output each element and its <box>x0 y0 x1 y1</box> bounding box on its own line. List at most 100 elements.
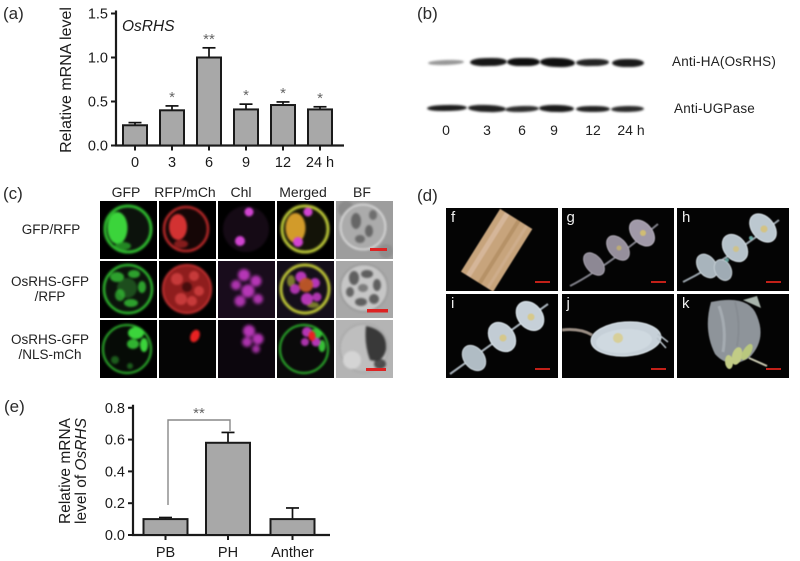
antibody-label-ugpase: Anti-UGPase <box>674 101 755 116</box>
tissue-image-h: h <box>677 208 789 291</box>
svg-text:0.5: 0.5 <box>88 95 108 111</box>
blot-band <box>467 103 507 112</box>
scale-bar <box>766 280 781 283</box>
row-label-line: OsRHS-GFP <box>10 274 89 289</box>
antibody-label-ha: Anti-HA(OsRHS) <box>672 54 777 69</box>
panel-c-label: (c) <box>3 184 23 203</box>
svg-text:1.0: 1.0 <box>88 51 108 67</box>
column-header-chl: Chl <box>230 184 252 200</box>
micrograph-rfp-r1 <box>159 201 216 259</box>
scale-bar <box>367 308 388 312</box>
micrograph-rfp-r2 <box>159 260 216 318</box>
blot-lane-label: 3 <box>483 122 491 138</box>
blot-band <box>576 105 610 112</box>
svg-text:12: 12 <box>275 155 291 171</box>
row-label-osrhs-gfp-rfp: OsRHS-GFP /RFP <box>2 274 98 304</box>
scale-bar <box>366 368 386 371</box>
scale-bar <box>650 367 666 370</box>
scale-bar <box>370 248 387 251</box>
mrna-time-course-chart: 0.0 0.5 1.0 1.5 0 3 * 6 ** 9 * 12 * 24 h * OsRHS Relativ… <box>58 7 344 171</box>
image-letter: h <box>682 209 691 226</box>
blot-band <box>610 105 645 112</box>
tissue-image-j: j <box>561 294 674 378</box>
image-letter: i <box>451 295 455 312</box>
blot-band <box>507 57 540 66</box>
blot-band <box>539 56 576 68</box>
svg-text:**: ** <box>193 405 205 422</box>
svg-text:PB: PB <box>156 545 175 561</box>
blot-band <box>427 59 465 66</box>
scale-bar <box>535 280 550 283</box>
micrograph-chl-r3 <box>218 320 275 378</box>
micrograph-gfp-r2 <box>100 260 157 318</box>
blot-band <box>612 59 644 67</box>
micrograph-bf-r1 <box>336 201 393 259</box>
svg-text:**: ** <box>203 31 215 48</box>
blot-band <box>469 57 508 67</box>
micrograph-merged-r1 <box>277 201 334 259</box>
svg-text:*: * <box>169 89 175 106</box>
svg-text:PH: PH <box>218 545 238 561</box>
svg-text:Relative mRNA: Relative mRNA <box>57 417 74 524</box>
row-label-line: GFP/RFP <box>21 222 81 237</box>
blot-band <box>426 104 468 111</box>
blot-lane-label: 12 <box>585 122 601 138</box>
svg-text:0.4: 0.4 <box>105 464 125 480</box>
svg-text:0.6: 0.6 <box>105 433 125 449</box>
svg-text:9: 9 <box>242 155 250 171</box>
micrograph-gfp-r1 <box>100 201 157 259</box>
svg-text:0.0: 0.0 <box>88 139 108 155</box>
micrograph-merged-r3 <box>277 320 334 378</box>
row-label-gfp-rfp: GFP/RFP <box>5 222 97 237</box>
panel-d-label: (d) <box>417 186 438 205</box>
svg-text:*: * <box>317 90 323 107</box>
svg-text:*: * <box>243 87 249 104</box>
panel-e-label: (e) <box>4 397 25 416</box>
svg-text:Relative mRNA level: Relative mRNA level <box>58 7 75 153</box>
svg-text:6: 6 <box>205 155 213 171</box>
panel-b-label: (b) <box>417 4 438 23</box>
svg-text:*: * <box>280 85 286 102</box>
row-label-line: /NLS-mCh <box>18 347 82 362</box>
column-header-merged: Merged <box>279 184 327 200</box>
panel-a-label: (a) <box>3 4 24 23</box>
svg-text:0: 0 <box>131 155 139 171</box>
svg-text:3: 3 <box>168 155 176 171</box>
svg-text:0.2: 0.2 <box>105 496 125 512</box>
image-letter: f <box>451 209 456 226</box>
blot-band <box>504 105 540 113</box>
micrograph-bf-r2 <box>336 260 393 318</box>
blot-band <box>575 58 610 67</box>
blot-lane-label: 0 <box>442 122 450 138</box>
svg-text:24 h: 24 h <box>306 155 334 171</box>
svg-text:level of OsRHS: level of OsRHS <box>73 417 90 524</box>
svg-text:0.8: 0.8 <box>105 401 125 417</box>
micrograph-gfp-r3 <box>100 320 157 378</box>
blot-lane-label: 6 <box>518 122 526 138</box>
svg-text:Anther: Anther <box>271 545 314 561</box>
tissue-image-i: i <box>446 294 558 378</box>
column-header-gfp: GFP <box>111 184 141 200</box>
scale-bar <box>766 367 781 370</box>
blot-band <box>538 104 575 112</box>
tissue-image-f: f <box>446 208 558 291</box>
column-header-rfp-mch: RFP/mCh <box>154 184 216 200</box>
row-label-line: /RFP <box>34 289 66 304</box>
blot-lane-label: 9 <box>550 122 558 138</box>
blot-lane-label: 24 h <box>617 122 645 138</box>
svg-text:OsRHS: OsRHS <box>122 18 175 35</box>
micrograph-bf-r3 <box>336 320 393 378</box>
image-letter: j <box>566 295 570 312</box>
micrograph-nls-mch-r3 <box>159 320 216 378</box>
image-letter: k <box>682 295 690 312</box>
column-header-bf: BF <box>353 184 371 200</box>
micrograph-chl-r1 <box>218 201 275 259</box>
micrograph-merged-r2 <box>277 260 334 318</box>
svg-text:1.5: 1.5 <box>88 7 108 23</box>
svg-text:0.0: 0.0 <box>105 528 125 544</box>
tissue-expression-chart: 0.0 0.2 0.4 0.6 0.8 PB PH Anther Relative mRNA le… <box>57 401 330 561</box>
tissue-image-k: k <box>677 294 789 378</box>
tissue-image-g: g <box>561 208 674 291</box>
scale-bar <box>535 367 550 370</box>
